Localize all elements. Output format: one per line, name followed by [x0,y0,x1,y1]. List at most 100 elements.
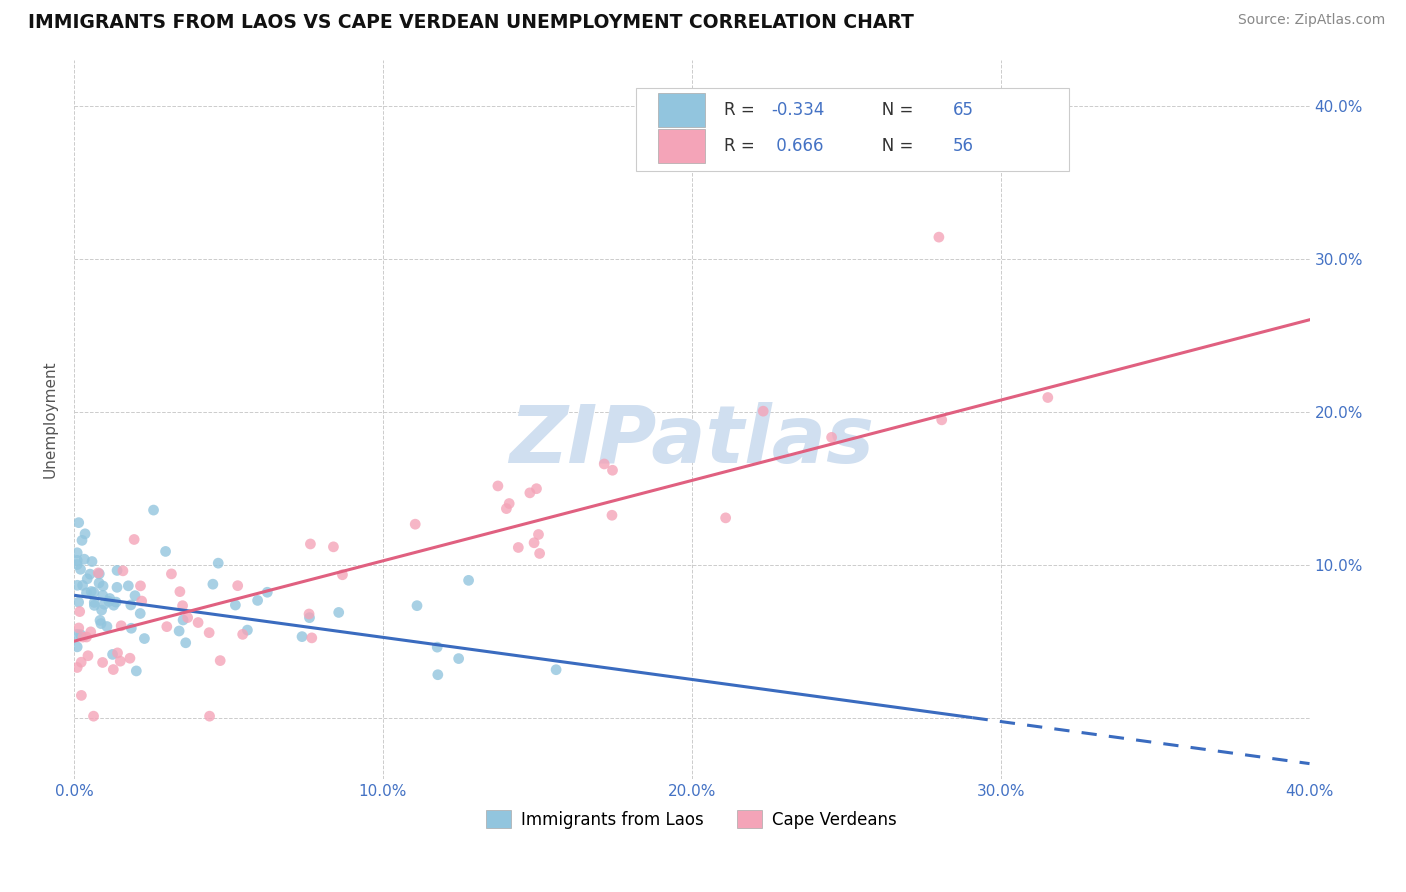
Point [820,430,842,444]
Point [546,663,568,677]
Point [527,527,550,541]
Point [73,526,96,541]
Y-axis label: Unemployment: Unemployment [44,360,58,478]
Point [172,599,194,613]
Point [201,577,224,591]
Point [93,597,115,611]
Point [91,656,114,670]
Point [714,511,737,525]
Text: R =: R = [724,136,759,155]
Point [67,621,90,635]
Point [447,651,470,665]
Point [97,594,120,608]
Point [66,546,89,560]
Point [120,598,142,612]
Point [80,584,103,599]
Point [198,709,221,723]
Point [87,576,110,591]
Point [91,589,114,603]
Point [70,655,93,669]
Point [69,628,91,642]
Point [89,566,111,581]
Point [508,541,530,555]
Point [120,621,142,635]
Legend: Immigrants from Laos, Cape Verdeans: Immigrants from Laos, Cape Verdeans [479,804,904,835]
Bar [658,128,706,163]
Text: 56: 56 [952,136,973,155]
Point [226,579,249,593]
Point [156,620,179,634]
Point [931,413,953,427]
Point [256,585,278,599]
Text: R =: R = [724,101,759,119]
Point [70,689,93,703]
Text: IMMIGRANTS FROM LAOS VS CAPE VERDEAN UNEMPLOYMENT CORRELATION CHART: IMMIGRANTS FROM LAOS VS CAPE VERDEAN UNE… [28,13,914,32]
Point [232,627,254,641]
Point [498,496,520,510]
Point [66,660,89,674]
Point [236,623,259,637]
Point [301,631,323,645]
Point [131,594,153,608]
Point [1036,391,1059,405]
Point [928,230,950,244]
FancyBboxPatch shape [636,88,1069,171]
Point [406,599,429,613]
Point [426,640,449,655]
Point [519,486,541,500]
Point [246,593,269,607]
Point [66,578,89,592]
Point [105,595,128,609]
Point [187,615,209,630]
Point [110,654,132,668]
Point [89,614,111,628]
Point [600,508,623,523]
Point [298,607,321,621]
Point [83,585,105,599]
Point [752,404,775,418]
Point [72,630,94,644]
Point [209,654,232,668]
Point [72,578,94,592]
Point [66,553,89,567]
Point [172,613,194,627]
Point [105,563,128,577]
Point [87,566,110,580]
Point [155,544,177,558]
Point [69,562,91,576]
Point [66,627,89,641]
Point [142,503,165,517]
Point [125,664,148,678]
Point [83,595,105,609]
Point [76,572,98,586]
Point [118,651,141,665]
Point [76,586,98,600]
Point [96,619,118,633]
Text: N =: N = [866,101,918,119]
Point [103,663,125,677]
Point [291,630,314,644]
Text: Source: ZipAtlas.com: Source: ZipAtlas.com [1237,13,1385,28]
Point [299,537,322,551]
Bar [658,93,706,128]
Point [117,579,139,593]
Text: N =: N = [866,136,918,155]
Point [83,599,105,613]
Point [79,567,101,582]
Point [69,605,91,619]
Point [122,533,145,547]
Point [66,558,89,572]
Point [67,595,90,609]
Point [176,610,198,624]
Point [124,589,146,603]
Point [101,648,124,662]
Point [73,552,96,566]
Point [105,580,128,594]
Point [593,457,616,471]
Point [495,501,517,516]
Point [224,598,246,612]
Point [70,533,93,548]
Text: ZIPatlas: ZIPatlas [509,401,875,480]
Text: 65: 65 [952,101,973,119]
Point [160,566,183,581]
